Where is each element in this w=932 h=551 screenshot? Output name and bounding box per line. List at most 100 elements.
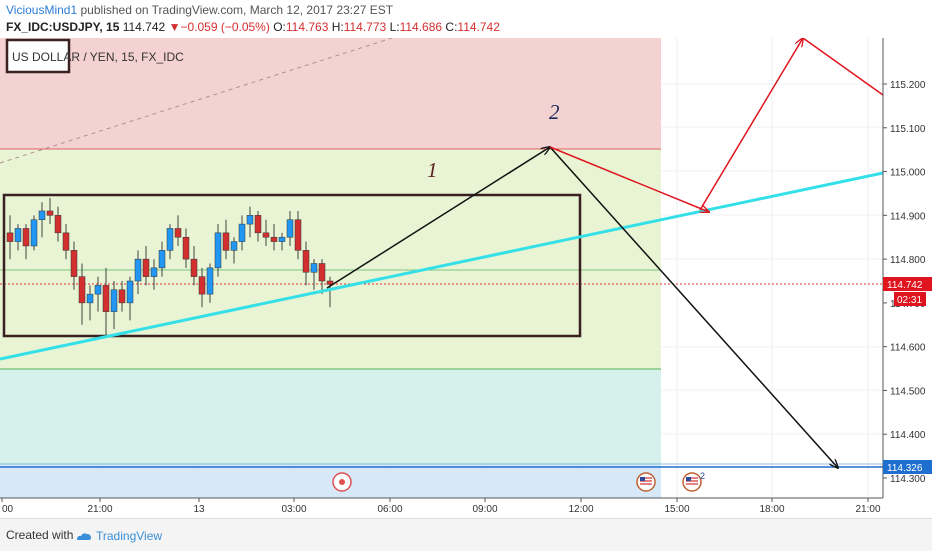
candle-down (70, 250, 78, 277)
time-tick-label: 12:00 (568, 504, 593, 515)
price-tick-label: 115.000 (890, 168, 926, 179)
high-value: 114.773 (343, 20, 387, 34)
created-with-text: Created with (6, 528, 74, 542)
blue-zone (0, 465, 661, 498)
candle-up (86, 293, 94, 304)
tradingview-cloud-icon (77, 533, 91, 541)
time-axis-labels: 00 21:00 13 03:00 06:00 09:00 12:00 15:00 18:00 2… (1, 498, 881, 515)
time-tick-label: 21:00 (855, 504, 880, 515)
price-change: −0.059 (−0.05%) (180, 20, 270, 34)
candle-down (174, 228, 182, 238)
price-tick-label: 114.600 (890, 343, 926, 354)
candle-up (278, 236, 286, 242)
footer: Created with TradingView (0, 518, 932, 551)
countdown-badge-text: 02:31 (897, 295, 922, 306)
open-value: 114.763 (285, 20, 329, 34)
candle-down (22, 228, 30, 247)
candle-up (158, 250, 166, 269)
tradingview-brand: TradingView (96, 529, 163, 543)
price-tick-label: 114.800 (890, 255, 926, 266)
time-tick-label: 06:00 (377, 504, 402, 515)
candle-up (206, 267, 214, 295)
arrow-down-to-target (549, 146, 838, 468)
time-tick-label: 18:00 (759, 504, 784, 515)
candle-up (134, 258, 142, 282)
us-flag-event-icon[interactable] (636, 472, 656, 492)
price-axis[interactable] (883, 38, 932, 498)
close-value: 114.742 (457, 20, 500, 34)
candle-down (190, 258, 198, 277)
legend-box-frame (5, 38, 71, 74)
time-tick-label: 13 (193, 504, 205, 515)
high-label: H: (331, 20, 344, 34)
alert-marker[interactable] (332, 472, 352, 492)
red-arrow-down (549, 146, 709, 212)
candle-down (326, 280, 334, 285)
candle-down (262, 232, 270, 238)
candle-down (62, 232, 70, 251)
price-tick-label: 114.900 (890, 211, 926, 222)
candle-up (166, 228, 174, 251)
wave-label-2: 2 (549, 100, 560, 124)
price-tick-label: 115.200 (890, 80, 926, 91)
time-tick-label: 15:00 (664, 504, 689, 515)
candle-up (94, 285, 102, 295)
time-tick-label: 03:00 (281, 504, 306, 515)
us-flag-event-icon-2[interactable]: 2 (682, 471, 705, 492)
symbol-name: FX_IDC:USDJPY, 15 (6, 20, 120, 34)
publish-text: published on TradingView.com, March 12, … (80, 3, 394, 17)
target-price-badge-text: 114.326 (887, 463, 923, 474)
target-price-badge (883, 460, 932, 474)
symbol-info: FX_IDC:USDJPY, 15 114.742 ▼−0.059 (−0.05… (6, 20, 500, 34)
candle-down (318, 263, 326, 282)
candle-down (302, 250, 310, 273)
red-zone (0, 38, 661, 149)
candle-down (198, 276, 206, 295)
arrow-up-to-2 (326, 147, 550, 289)
candle-down (54, 215, 62, 234)
candle-up (230, 241, 238, 251)
price-chart[interactable]: 1 2 US DOLLAR / YEN, 15, FX_IDC 2 115.20… (0, 38, 932, 518)
teal-zone (0, 369, 661, 465)
candle-up (110, 289, 118, 312)
candle-down (118, 289, 126, 304)
wave-label-1: 1 (427, 158, 438, 182)
candlestick-series (6, 197, 334, 338)
last-price: 114.742 (122, 20, 166, 34)
author-link[interactable]: ViciousMind1 (6, 3, 78, 17)
last-price-badge (883, 277, 932, 291)
price-tick-label: 115.100 (890, 124, 926, 135)
candle-up (30, 219, 38, 247)
low-label: L: (389, 20, 400, 34)
time-tick-label: 09:00 (472, 504, 497, 515)
low-value: 114.686 (399, 20, 443, 34)
red-arrow-up (699, 38, 803, 211)
candle-up (310, 263, 318, 273)
green-zone (0, 149, 661, 369)
candle-down (222, 232, 230, 251)
open-label: O: (273, 20, 286, 34)
time-axis[interactable] (0, 498, 883, 518)
candle-up (38, 210, 46, 220)
close-label: C: (445, 20, 458, 34)
candle-down (46, 210, 54, 216)
last-price-badge-text: 114.742 (887, 280, 923, 291)
cyan-trendline (0, 171, 884, 361)
candle-down (102, 285, 110, 312)
candle-up (150, 267, 158, 277)
time-tick-label: 00 (2, 504, 14, 515)
svg-text:2: 2 (700, 471, 705, 481)
red-line-down (802, 38, 884, 96)
legend-box-text: US DOLLAR / YEN, 15, FX_IDC (12, 50, 184, 64)
price-tick-label: 114.500 (890, 386, 926, 397)
tradingview-logo[interactable]: TradingView (76, 529, 162, 543)
candle-up (246, 215, 254, 225)
candle-down (142, 258, 150, 277)
candle-down (294, 219, 302, 251)
candle-up (14, 228, 22, 242)
candle-down (182, 236, 190, 260)
time-tick-label: 21:00 (87, 504, 112, 515)
publish-info: ViciousMind1 published on TradingView.co… (6, 3, 393, 17)
price-tick-label: 114.300 (890, 474, 926, 485)
candle-up (126, 280, 134, 304)
